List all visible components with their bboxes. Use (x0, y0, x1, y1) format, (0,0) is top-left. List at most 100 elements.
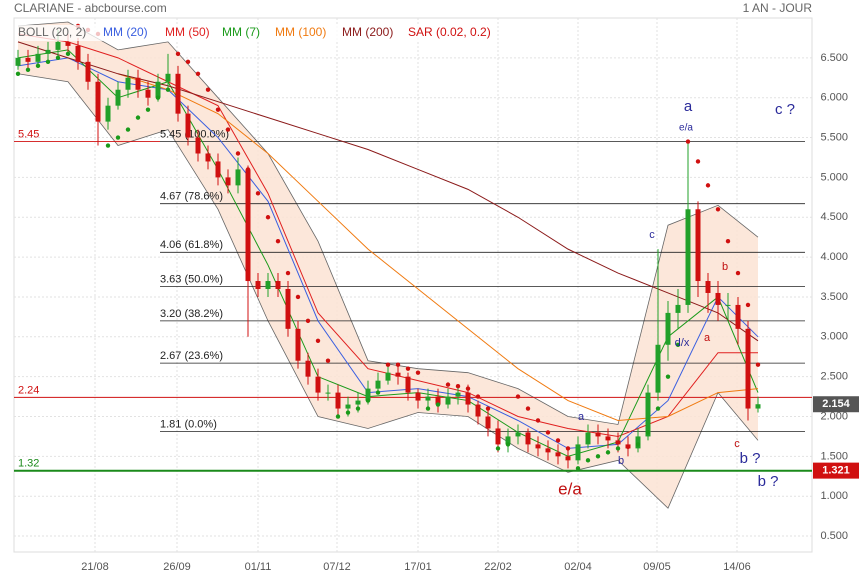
candle-body (325, 392, 331, 394)
candle-body (755, 404, 761, 409)
candle-body (485, 416, 491, 429)
sar-dot (515, 394, 521, 399)
wave-label: b (722, 261, 728, 273)
x-tick-label: 21/08 (81, 561, 109, 573)
price-box-label: 1.321 (822, 465, 850, 477)
y-tick-label: 1.000 (820, 490, 848, 502)
sar-dot (745, 302, 751, 308)
x-tick-label: 17/01 (404, 561, 432, 573)
candle-body (115, 89, 121, 106)
x-tick-label: 02/04 (564, 561, 592, 573)
wave-label: a (704, 332, 711, 344)
sar-dot (45, 59, 51, 65)
wave-label: b (618, 455, 624, 467)
candle-body (45, 49, 51, 54)
chart-title: CLARIANE - abcbourse.com (14, 1, 167, 15)
sar-dot (435, 402, 441, 407)
sar-dot (365, 398, 371, 403)
candle-body (15, 57, 21, 66)
sar-dot (425, 406, 431, 411)
sar-dot (215, 107, 221, 112)
wave-label: e/a (679, 123, 693, 134)
sar-dot (545, 430, 551, 435)
y-tick-label: 5.000 (820, 171, 848, 183)
fibonacci-label: 1.81 (0.0%) (160, 419, 217, 431)
legend-entry: MM (50) (165, 25, 210, 39)
sar-dot (245, 167, 251, 172)
fibonacci-label: 2.67 (23.6%) (160, 350, 223, 362)
candle-body (25, 57, 31, 62)
candle-body (95, 81, 101, 122)
candle-body (525, 432, 531, 445)
candle-body (135, 77, 141, 90)
moving-average (17, 41, 759, 342)
sar-dot (235, 151, 241, 156)
moving-average (17, 57, 759, 449)
candle-body (675, 304, 681, 313)
wave-label: a (578, 411, 585, 423)
y-tick-label: 2.000 (820, 410, 848, 422)
price-box (813, 462, 859, 479)
sar-dot (735, 270, 741, 276)
candle-body (595, 432, 601, 437)
candle-body (505, 436, 511, 445)
sar-dot (315, 338, 321, 343)
x-tick-label: 09/05 (643, 561, 671, 573)
candle-body (725, 304, 731, 306)
candle-body (145, 89, 151, 98)
candle-body (65, 41, 71, 46)
candle-body (745, 328, 751, 409)
candle-body (365, 388, 371, 401)
candle-body (585, 432, 591, 445)
sar-dot (195, 71, 201, 76)
sar-dot (335, 414, 341, 419)
candle-body (385, 372, 391, 381)
wave-label: a (684, 98, 693, 115)
y-tick-label: 5.500 (820, 131, 848, 143)
candle-body (735, 304, 741, 329)
wave-label: d/x (675, 337, 690, 349)
fibonacci-label: 3.63 (50.0%) (160, 274, 223, 286)
candle-body (205, 153, 211, 162)
candle-body (715, 292, 721, 305)
candle-body (295, 328, 301, 361)
candle-body (195, 137, 201, 154)
candle-body (305, 360, 311, 377)
y-tick-label: 1.500 (820, 450, 848, 462)
candle-body (175, 73, 181, 114)
sar-dot (605, 450, 611, 455)
candle-body (335, 392, 341, 409)
candle-body (515, 432, 521, 437)
price-box (813, 396, 859, 413)
x-tick-label: 22/02 (484, 561, 512, 573)
sar-dot (675, 342, 681, 347)
sar-dot (325, 358, 331, 363)
sar-dot (185, 59, 191, 65)
candle-body (215, 161, 221, 178)
candle-body (245, 169, 251, 282)
fibonacci-label: 4.67 (78.6%) (160, 191, 223, 203)
candle-body (55, 41, 61, 50)
bollinger-lower (17, 73, 759, 509)
candle-body (395, 372, 401, 377)
sar-dot (155, 95, 161, 100)
sar-dot (305, 318, 311, 324)
sar-dot (445, 382, 451, 387)
sar-dot (115, 135, 121, 140)
sar-dot (475, 394, 481, 399)
x-tick-label: 01/11 (245, 561, 272, 573)
sar-dot (345, 410, 351, 415)
sar-dot (635, 442, 641, 447)
candle-body (315, 376, 321, 393)
legend-entry: MM (100) (275, 25, 326, 39)
sar-dot (505, 442, 511, 447)
sar-dot (485, 406, 491, 411)
sar-dot (625, 444, 631, 449)
candle-body (555, 452, 561, 457)
sar-dot (455, 384, 461, 389)
candle-body (565, 456, 571, 461)
candle-body (575, 444, 581, 461)
sar-dot (575, 466, 581, 471)
level-label: 2.24 (18, 384, 39, 396)
